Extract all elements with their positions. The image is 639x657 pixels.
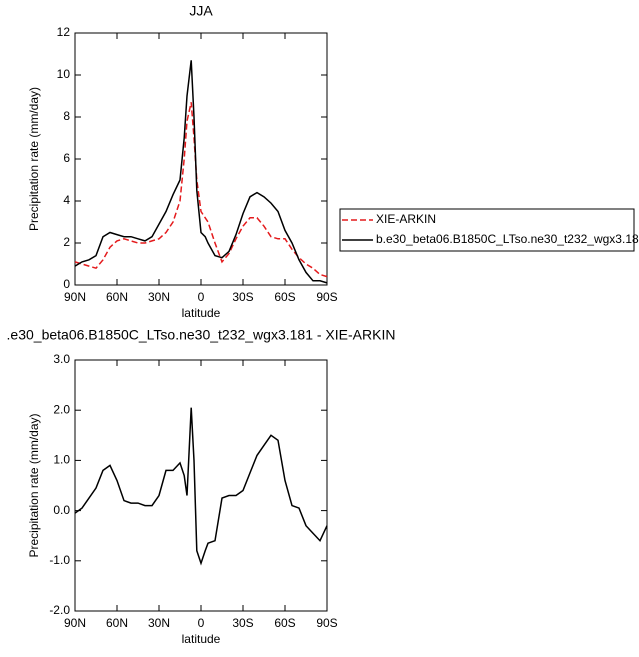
x-tick-label: 60N	[106, 290, 128, 304]
y-tick-label: -1.0	[49, 553, 70, 567]
x-tick-label: 30S	[232, 616, 253, 630]
legend-label: b.e30_beta06.B1850C_LTso.ne30_t232_wgx3.…	[376, 232, 639, 246]
y-tick-label: 6	[63, 151, 70, 165]
x-tick-label: 90N	[64, 290, 86, 304]
x-tick-label: 30N	[148, 616, 170, 630]
x-tick-label: 0	[198, 290, 205, 304]
x-tick-label: 30N	[148, 290, 170, 304]
y-tick-label: 1.0	[53, 453, 70, 467]
x-axis-label: latitude	[182, 306, 221, 320]
y-tick-label: 0.0	[53, 503, 70, 517]
data-line	[74, 102, 328, 278]
y-tick-label: 8	[63, 109, 70, 123]
legend-box	[339, 208, 635, 252]
y-tick-label: 4	[63, 193, 70, 207]
y-axis-label: Precipitation rate (mm/day)	[27, 413, 41, 557]
data-line	[74, 407, 328, 566]
y-tick-label: 10	[57, 67, 71, 81]
x-tick-label: 0	[198, 616, 205, 630]
y-tick-label: 2.0	[53, 402, 70, 416]
x-tick-label: 60N	[106, 616, 128, 630]
x-tick-label: 60S	[274, 290, 295, 304]
y-tick-label: 2	[63, 235, 70, 249]
data-line	[74, 60, 328, 284]
y-tick-label: 3.0	[53, 352, 70, 366]
chart-title: .e30_beta06.B1850C_LTso.ne30_t232_wgx3.1…	[7, 327, 396, 343]
x-axis-label: latitude	[182, 632, 221, 646]
y-tick-label: 12	[57, 25, 71, 39]
x-tick-label: 90S	[316, 290, 337, 304]
x-tick-label: 90N	[64, 616, 86, 630]
y-axis-label: Precipitation rate (mm/day)	[27, 87, 41, 231]
chart-title: JJA	[189, 3, 213, 19]
x-tick-label: 60S	[274, 616, 295, 630]
plot-frame	[74, 32, 328, 286]
legend-label: XIE-ARKIN	[376, 212, 436, 226]
y-tick-label: 0	[63, 277, 70, 291]
x-tick-label: 90S	[316, 616, 337, 630]
x-tick-label: 30S	[232, 290, 253, 304]
plot-frame	[74, 359, 328, 612]
y-tick-label: -2.0	[49, 603, 70, 617]
